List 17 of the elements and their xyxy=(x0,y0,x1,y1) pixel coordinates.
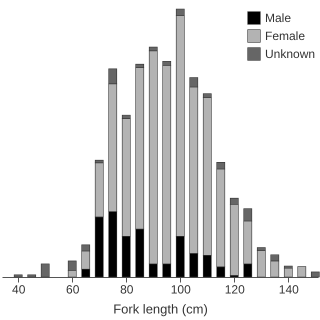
bar xyxy=(14,274,23,278)
x-axis-title: Fork length (cm) xyxy=(113,302,208,316)
bar xyxy=(27,274,36,278)
x-tick-label: 120 xyxy=(224,282,246,296)
legend-label: Female xyxy=(265,29,306,43)
x-tick-label: 140 xyxy=(278,282,300,296)
legend-label: Unknown xyxy=(265,47,316,61)
x-tick-label: 40 xyxy=(12,282,26,296)
bar xyxy=(297,266,306,278)
bar xyxy=(284,268,293,278)
legend-label: Male xyxy=(265,11,292,25)
x-tick-label: 100 xyxy=(170,282,192,296)
bar xyxy=(310,272,320,278)
x-tick-label: 80 xyxy=(120,282,134,296)
bar xyxy=(40,264,50,278)
bar xyxy=(256,250,266,278)
x-tick-label: 60 xyxy=(66,282,80,296)
